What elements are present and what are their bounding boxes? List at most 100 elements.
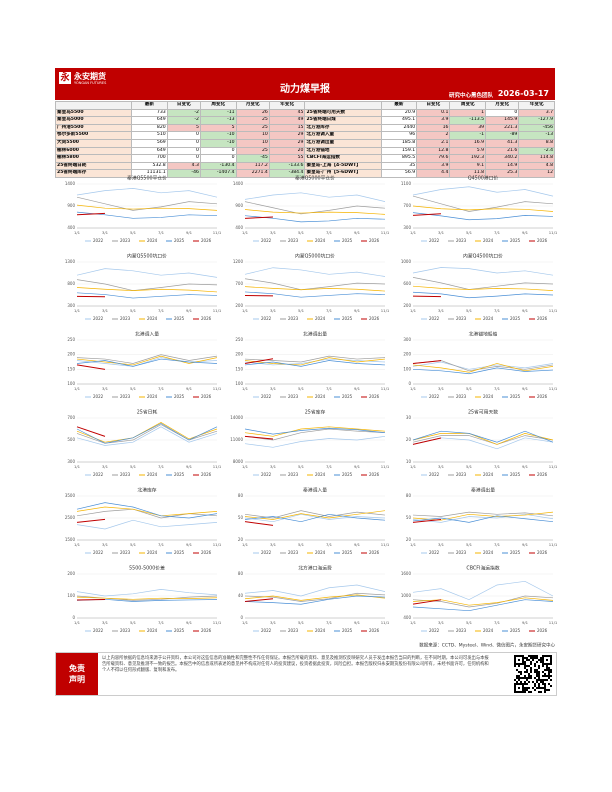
legend-label: 2024	[315, 316, 326, 321]
qr-cell	[534, 663, 536, 665]
legend-label: 2022	[429, 472, 440, 477]
y-tick-label: 800	[67, 281, 75, 286]
y-tick-label: 100	[403, 366, 411, 371]
qr-cell	[528, 691, 530, 693]
qr-cell	[538, 679, 540, 681]
qr-cell	[522, 677, 524, 679]
y-tick-label: 1400	[233, 181, 244, 186]
series-line	[412, 267, 554, 276]
qr-cell	[516, 675, 518, 677]
y-tick-label: 100	[235, 381, 243, 386]
series-line	[76, 424, 218, 444]
x-tick-label: 11/1	[549, 620, 558, 625]
x-tick-label: 7/1	[326, 308, 333, 313]
y-tick-label: 10	[406, 459, 412, 464]
qr-cell	[520, 681, 522, 683]
series-line	[76, 279, 218, 291]
qr-cell	[538, 683, 540, 685]
qr-cell	[532, 659, 534, 661]
legend-label: 2024	[315, 472, 326, 477]
series-line	[244, 215, 386, 223]
table-cell: 25省终端库存	[54, 169, 133, 178]
legend-label: 2023	[120, 628, 131, 633]
legend-label: 2026	[201, 628, 212, 633]
y-tick-label: 700	[235, 281, 243, 286]
qr-cell	[548, 667, 550, 669]
qr-cell	[524, 671, 526, 673]
qr-cell	[530, 657, 532, 659]
qr-cell	[518, 665, 520, 667]
legend-label: 2024	[483, 394, 494, 399]
qr-cell	[514, 679, 516, 681]
qr-cell	[514, 663, 516, 665]
qr-cell	[528, 687, 530, 689]
x-tick-label: 3/1	[270, 464, 277, 469]
qr-cell	[550, 655, 552, 657]
series-line	[412, 580, 554, 601]
qr-cell	[532, 657, 534, 659]
x-tick-label: 3/1	[102, 308, 109, 313]
qr-cell	[534, 677, 536, 679]
y-tick-label: 1600	[401, 571, 412, 576]
qr-code	[514, 655, 552, 693]
qr-cell	[520, 683, 522, 685]
x-tick-label: 1/1	[410, 620, 417, 625]
chart-title: 秦港Q5000平仓价	[295, 175, 335, 182]
chart: 25省日耗 300 500 700 1/1 3/1 5/1 7/1 9/1 11/1 2022 202…	[67, 409, 221, 478]
chart: 秦港调入量 20 50 80 1/1 3/1 5/1 7/1 9/1 11/1 2022 2023 20…	[238, 487, 390, 556]
x-tick-label: 3/1	[438, 542, 445, 547]
x-tick-label: 9/1	[186, 542, 193, 547]
y-tick-label: 1200	[233, 259, 244, 264]
table-cell: 2271.4	[235, 169, 270, 178]
series-line	[412, 433, 554, 445]
x-tick-label: 5/1	[298, 230, 305, 235]
y-tick-label: 0	[72, 615, 75, 620]
qr-cell	[542, 683, 544, 685]
legend-label: 2024	[147, 472, 158, 477]
x-tick-label: 5/1	[466, 464, 473, 469]
legend-label: 2025	[174, 628, 185, 633]
legend-label: 2025	[342, 472, 353, 477]
y-tick-label: 200	[67, 571, 75, 576]
qr-cell	[524, 691, 526, 693]
qr-cell	[518, 655, 520, 657]
chart: 北港调出量 100 150 200 250 1/1 3/1 5/1 7/1 9/1 11/1 2022…	[235, 331, 389, 400]
legend-label: 2024	[147, 628, 158, 633]
x-tick-label: 1/1	[74, 620, 81, 625]
legend-label: 2026	[369, 394, 380, 399]
qr-cell	[528, 655, 530, 657]
qr-cell	[526, 665, 528, 667]
series-line	[76, 204, 218, 211]
series-line	[244, 192, 386, 202]
qr-cell	[550, 663, 552, 665]
qr-cell	[548, 675, 550, 677]
x-tick-label: 5/1	[130, 542, 137, 547]
qr-cell	[548, 655, 550, 657]
x-tick-label: 3/1	[438, 464, 445, 469]
qr-cell	[536, 657, 538, 659]
y-tick-label: 80	[238, 493, 244, 498]
series-line	[412, 599, 442, 605]
qr-cell	[546, 659, 548, 661]
x-tick-label: 3/1	[102, 230, 109, 235]
qr-cell	[534, 665, 536, 667]
qr-cell	[544, 655, 546, 657]
legend-label: 2026	[537, 394, 548, 399]
x-tick-label: 1/1	[242, 464, 249, 469]
qr-cell	[540, 687, 542, 689]
qr-cell	[538, 691, 540, 693]
x-tick-label: 9/1	[522, 542, 529, 547]
series-line	[244, 201, 386, 215]
qr-cell	[516, 677, 518, 679]
qr-cell	[548, 671, 550, 673]
x-tick-label: 11/1	[213, 542, 222, 547]
table-row: 广州港5500 820 5 5 25 15 北方港库存 2440 16 39 221.3 -456	[54, 123, 555, 133]
qr-cell	[540, 691, 542, 693]
x-tick-label: 1/1	[74, 464, 81, 469]
series-line	[412, 360, 442, 364]
qr-cell	[524, 663, 526, 665]
series-line	[244, 291, 386, 298]
legend-label: 2024	[315, 550, 326, 555]
